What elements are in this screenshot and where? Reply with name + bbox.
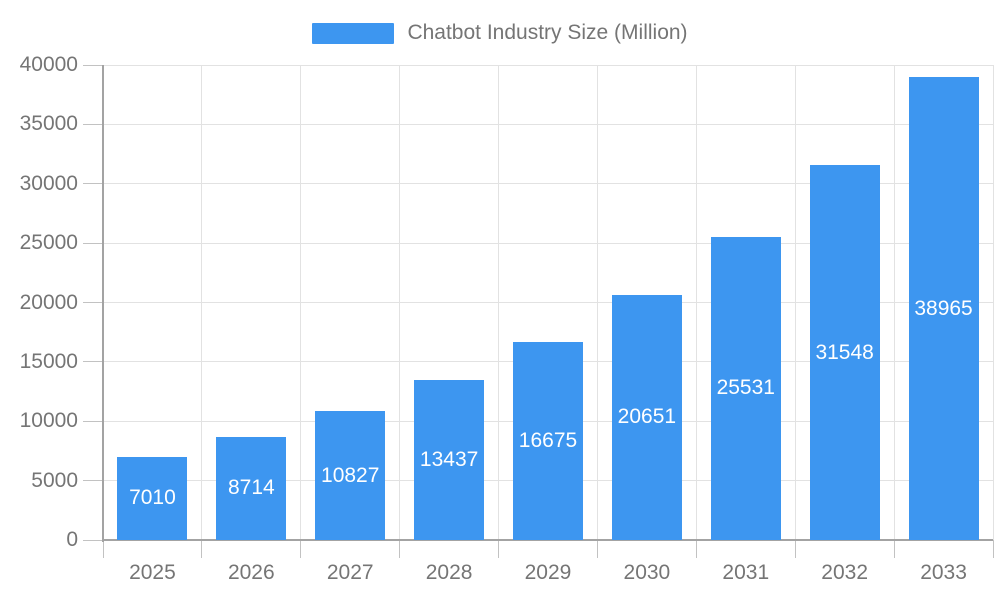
legend-label: Chatbot Industry Size (Million)	[407, 21, 688, 44]
bar-2029: 16675	[513, 341, 583, 540]
x-axis-tick	[399, 540, 401, 558]
x-grid-line	[300, 65, 302, 540]
x-tick-label-2029: 2029	[524, 561, 572, 584]
x-axis-tick	[596, 540, 598, 558]
y-axis-tick	[83, 361, 103, 363]
legend[interactable]: Chatbot Industry Size (Million)	[0, 20, 1000, 46]
x-grid-line	[992, 65, 994, 540]
y-grid-line	[103, 242, 993, 244]
bar-2031: 25531	[710, 236, 781, 540]
bar-value-label: 10827	[321, 463, 380, 487]
bar-2027: 10827	[315, 411, 386, 540]
bar-2033: 38965	[908, 77, 979, 540]
y-axis-tick	[83, 242, 103, 244]
bar-2028: 13437	[414, 380, 485, 540]
y-tick-label: 40000	[19, 53, 78, 76]
bar-2026: 8714	[216, 436, 287, 540]
x-tick-label-2031: 2031	[722, 561, 770, 584]
x-tick-label-2026: 2026	[227, 561, 275, 584]
x-grid-line	[893, 65, 895, 540]
y-tick-label: 0	[66, 528, 78, 551]
x-tick-label-2027: 2027	[326, 561, 374, 584]
x-axis-line	[103, 539, 993, 541]
x-tick-label-2032: 2032	[821, 561, 869, 584]
y-grid-line	[103, 302, 993, 303]
x-axis-tick	[695, 540, 697, 558]
y-tick-label: 5000	[31, 468, 78, 492]
x-axis-tick	[992, 540, 994, 558]
bar-2032: 31548	[809, 165, 880, 540]
x-axis-tick	[300, 540, 302, 558]
bar-2025: 7010	[117, 456, 188, 540]
x-axis-tick	[102, 540, 104, 558]
x-axis-tick	[201, 540, 203, 558]
y-tick-label: 15000	[19, 349, 78, 373]
y-axis-tick	[83, 64, 103, 66]
x-grid-line	[399, 65, 401, 540]
x-tick-label-2025: 2025	[129, 561, 176, 584]
y-tick-label: 10000	[19, 409, 78, 433]
y-axis-tick	[83, 302, 103, 303]
y-tick-label: 35000	[19, 112, 78, 136]
x-grid-line	[695, 65, 697, 540]
bar-value-label: 8714	[227, 476, 275, 500]
y-axis-tick	[83, 123, 103, 125]
x-grid-line	[498, 65, 500, 540]
x-axis-tick	[498, 540, 500, 558]
y-tick-label: 20000	[19, 290, 78, 314]
y-axis-tick	[83, 420, 103, 422]
y-axis-tick	[83, 539, 103, 541]
legend-swatch	[312, 22, 395, 44]
bar-value-label: 20651	[617, 405, 677, 429]
bar-value-label: 31548	[815, 340, 874, 364]
y-grid-line	[103, 123, 993, 125]
x-axis-tick	[794, 540, 796, 558]
y-axis-line	[102, 65, 104, 542]
bar-value-label: 7010	[129, 486, 176, 510]
x-tick-label-2030: 2030	[623, 561, 671, 584]
x-tick-label-2033: 2033	[920, 561, 967, 584]
bar-value-label: 13437	[419, 448, 479, 472]
bar-value-label: 16675	[518, 428, 578, 452]
bar-value-label: 38965	[914, 296, 973, 320]
y-axis-tick	[83, 183, 103, 185]
x-tick-label-2028: 2028	[425, 561, 473, 584]
y-grid-line	[103, 64, 993, 66]
bar-2030: 20651	[611, 294, 682, 540]
x-grid-line	[201, 65, 203, 540]
y-axis-tick	[83, 480, 103, 482]
y-tick-label: 25000	[19, 231, 78, 255]
y-grid-line	[103, 183, 993, 185]
bar-value-label: 25531	[716, 376, 775, 400]
x-grid-line	[794, 65, 796, 540]
x-grid-line	[596, 65, 598, 540]
y-tick-label: 30000	[19, 171, 78, 195]
x-axis-tick	[893, 540, 895, 558]
